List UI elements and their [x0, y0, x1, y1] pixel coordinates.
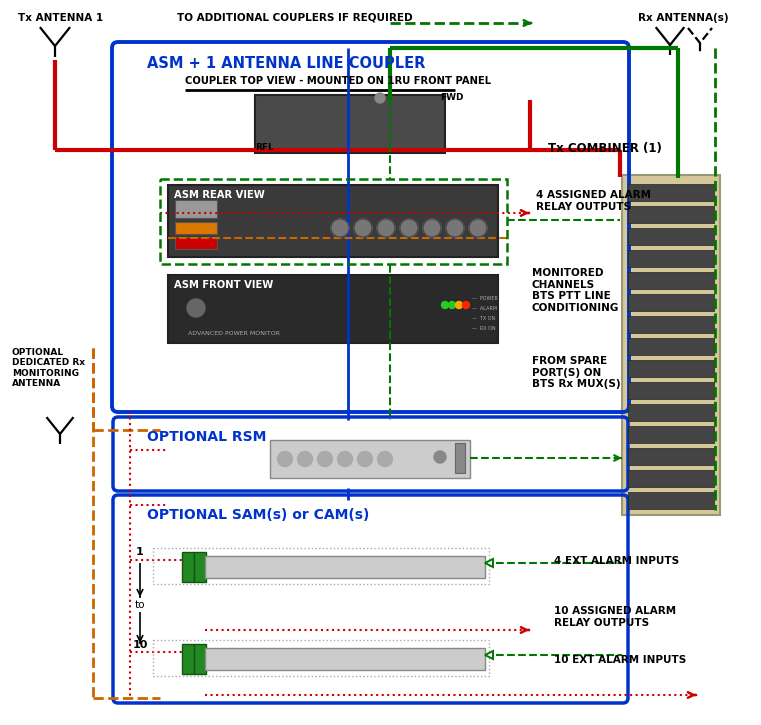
Text: FROM SPARE
PORT(S) ON
BTS Rx MUX(S): FROM SPARE PORT(S) ON BTS Rx MUX(S) — [532, 356, 621, 389]
FancyBboxPatch shape — [628, 184, 714, 201]
FancyBboxPatch shape — [455, 443, 465, 473]
Polygon shape — [485, 651, 493, 659]
FancyBboxPatch shape — [628, 382, 714, 399]
Circle shape — [337, 452, 352, 466]
FancyBboxPatch shape — [182, 552, 194, 582]
Circle shape — [400, 219, 418, 237]
Circle shape — [446, 219, 464, 237]
FancyBboxPatch shape — [194, 552, 206, 582]
Circle shape — [358, 452, 372, 466]
FancyBboxPatch shape — [175, 237, 217, 249]
Text: —  TX ON: — TX ON — [472, 315, 495, 320]
FancyBboxPatch shape — [194, 644, 206, 674]
FancyBboxPatch shape — [622, 175, 720, 515]
Text: COUPLER TOP VIEW - MOUNTED ON 1RU FRONT PANEL: COUPLER TOP VIEW - MOUNTED ON 1RU FRONT … — [185, 76, 491, 86]
FancyBboxPatch shape — [628, 360, 714, 377]
Text: RFL: RFL — [255, 143, 274, 152]
FancyBboxPatch shape — [628, 228, 714, 245]
Text: 10 EXT ALARM INPUTS: 10 EXT ALARM INPUTS — [554, 655, 686, 665]
Text: 1: 1 — [136, 547, 144, 557]
Circle shape — [469, 219, 487, 237]
Circle shape — [317, 452, 333, 466]
FancyBboxPatch shape — [628, 492, 714, 509]
FancyBboxPatch shape — [628, 250, 714, 267]
FancyBboxPatch shape — [205, 648, 485, 670]
Text: FWD: FWD — [440, 93, 463, 102]
FancyBboxPatch shape — [628, 404, 714, 421]
Circle shape — [377, 452, 393, 466]
Circle shape — [463, 302, 470, 309]
Text: OPTIONAL
DEDICATED Rx
MONITORING
ANTENNA: OPTIONAL DEDICATED Rx MONITORING ANTENNA — [12, 348, 85, 388]
Text: TO ADDITIONAL COUPLERS IF REQUIRED: TO ADDITIONAL COUPLERS IF REQUIRED — [177, 12, 412, 22]
Circle shape — [187, 299, 205, 317]
FancyBboxPatch shape — [628, 272, 714, 289]
Circle shape — [448, 302, 456, 309]
Circle shape — [298, 452, 313, 466]
Text: 10 ASSIGNED ALARM
RELAY OUTPUTS: 10 ASSIGNED ALARM RELAY OUTPUTS — [554, 606, 676, 628]
Text: OPTIONAL RSM: OPTIONAL RSM — [147, 430, 266, 444]
Circle shape — [354, 219, 372, 237]
Text: Tx ANTENNA 1: Tx ANTENNA 1 — [18, 13, 103, 23]
FancyBboxPatch shape — [255, 95, 445, 153]
Text: 10: 10 — [132, 640, 148, 650]
FancyBboxPatch shape — [168, 275, 498, 343]
FancyBboxPatch shape — [628, 294, 714, 311]
Circle shape — [331, 219, 349, 237]
FancyBboxPatch shape — [628, 470, 714, 487]
Text: OPTIONAL SAM(s) or CAM(s): OPTIONAL SAM(s) or CAM(s) — [147, 508, 369, 522]
FancyBboxPatch shape — [270, 440, 470, 478]
FancyBboxPatch shape — [628, 338, 714, 355]
Polygon shape — [485, 559, 493, 567]
Text: MONITORED
CHANNELS
BTS PTT LINE
CONDITIONING: MONITORED CHANNELS BTS PTT LINE CONDITIO… — [532, 268, 619, 312]
Circle shape — [278, 452, 292, 466]
FancyBboxPatch shape — [628, 206, 714, 223]
Text: ADVANCED POWER MONITOR: ADVANCED POWER MONITOR — [188, 331, 280, 336]
FancyBboxPatch shape — [628, 426, 714, 443]
FancyBboxPatch shape — [175, 200, 217, 218]
FancyBboxPatch shape — [628, 316, 714, 333]
FancyBboxPatch shape — [175, 222, 217, 234]
FancyBboxPatch shape — [168, 185, 498, 257]
Text: —  ALARM: — ALARM — [472, 305, 497, 310]
Text: 4 EXT ALARM INPUTS: 4 EXT ALARM INPUTS — [554, 556, 679, 566]
Text: 4 ASSIGNED ALARM
RELAY OUTPUTS: 4 ASSIGNED ALARM RELAY OUTPUTS — [536, 190, 651, 212]
Text: —  POWER: — POWER — [472, 296, 498, 300]
FancyBboxPatch shape — [205, 556, 485, 578]
Text: Rx ANTENNA(s): Rx ANTENNA(s) — [638, 13, 728, 23]
Text: ASM + 1 ANTENNA LINE COUPLER: ASM + 1 ANTENNA LINE COUPLER — [147, 56, 425, 71]
Text: Tx COMBINER (1): Tx COMBINER (1) — [548, 142, 662, 155]
Circle shape — [456, 302, 463, 309]
Text: ASM REAR VIEW: ASM REAR VIEW — [174, 190, 265, 200]
Text: to: to — [135, 600, 145, 610]
Circle shape — [377, 219, 395, 237]
Text: —  RX ON: — RX ON — [472, 326, 495, 331]
FancyBboxPatch shape — [628, 448, 714, 465]
Circle shape — [434, 451, 446, 463]
Circle shape — [375, 93, 385, 103]
Circle shape — [441, 302, 448, 309]
Text: ASM FRONT VIEW: ASM FRONT VIEW — [174, 280, 273, 290]
Circle shape — [423, 219, 441, 237]
FancyBboxPatch shape — [182, 644, 194, 674]
